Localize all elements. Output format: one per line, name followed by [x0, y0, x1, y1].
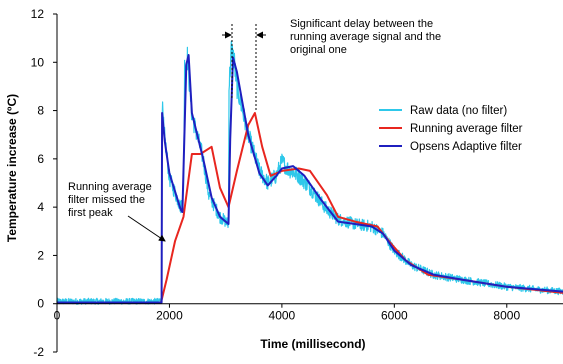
delay-annotation-line-2: running average signal and the: [290, 31, 441, 43]
delay-annotation-line-1: Significant delay between the: [290, 18, 433, 30]
y-tick-label: 8: [37, 104, 44, 118]
y-tick-label: 12: [31, 7, 45, 21]
legend-label-running: Running average filter: [410, 123, 523, 135]
x-tick-label: 4000: [269, 309, 296, 323]
series-line-opsens: [57, 54, 563, 304]
x-tick-label: 0: [54, 309, 61, 323]
first-peak-annotation-line-1: Running average: [68, 181, 152, 193]
y-tick-label: 10: [31, 55, 45, 69]
axes: -2 0 2 4 6 8 10 12 0 2000 4000 6000 8000: [31, 7, 563, 359]
x-ticks: 0 2000 4000 6000 8000: [54, 303, 520, 323]
y-tick-label: 6: [37, 152, 44, 166]
legend: Raw data (no filter) Running average fil…: [379, 105, 523, 153]
series-layer: [56, 40, 563, 305]
y-tick-label: 0: [37, 297, 44, 311]
delay-annotation: Significant delay between the running av…: [222, 18, 441, 112]
legend-label-raw: Raw data (no filter): [410, 105, 507, 117]
first-peak-annotation: Running average filter missed the first …: [68, 181, 166, 242]
y-ticks: -2 0 2 4 6 8 10 12: [31, 7, 57, 359]
delay-annotation-line-3: original one: [290, 44, 347, 56]
x-axis-title: Time (millisecond): [260, 337, 365, 351]
y-tick-label: 2: [37, 248, 44, 262]
y-axis-title: Temperature increase (ºC): [5, 94, 19, 242]
y-tick-label: -2: [33, 345, 44, 359]
first-peak-annotation-line-2: filter missed the: [68, 194, 145, 206]
legend-label-opsens: Opsens Adaptive filter: [410, 141, 522, 153]
series-line-raw: [56, 40, 563, 305]
x-tick-label: 6000: [381, 309, 408, 323]
series-line-running: [57, 112, 563, 304]
x-tick-label: 8000: [493, 309, 520, 323]
first-peak-annotation-line-3: first peak: [68, 207, 113, 219]
x-tick-label: 2000: [156, 309, 183, 323]
first-peak-arrow: [127, 215, 166, 242]
y-tick-label: 4: [37, 200, 44, 214]
